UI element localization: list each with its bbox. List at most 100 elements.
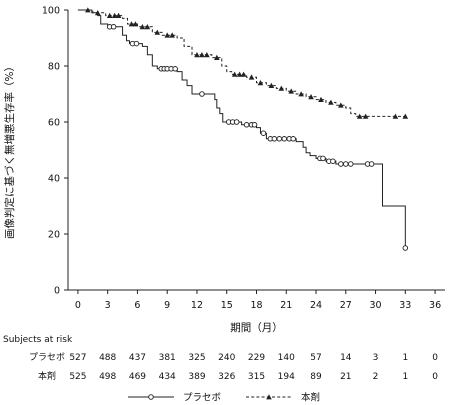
censor-triangle-marker [248,74,255,80]
y-tick-label: 0 [54,286,60,297]
x-axis-label: 期間（月） [230,322,283,334]
y-tick-label: 60 [48,118,60,129]
risk-value: 3 [373,353,379,363]
risk-value: 2 [373,372,379,382]
risk-row: プラセボ 527 488 437 381 325 240 229 140 57 14 3 1 0 [29,352,438,363]
censor-triangle-marker [169,32,175,38]
x-tick-label: 30 [370,300,382,311]
censor-triangle-marker [328,99,334,105]
censor-triangle-marker [111,12,118,18]
censor-triangle-marker [204,52,210,58]
censor-circle-marker [276,136,283,142]
censor-circle-marker [330,158,336,164]
censor-circle-marker [290,136,296,142]
censor-triangle-marker [231,71,238,77]
x-tick-label: 3 [105,300,111,311]
censor-triangle-marker [278,85,285,91]
censor-circle-marker [368,161,375,167]
censor-triangle-marker [214,54,220,60]
censor-triangle-marker [240,71,247,77]
risk-value: 498 [99,372,116,382]
censor-triangle-marker [257,80,264,86]
x-tick-label: 12 [191,300,203,311]
risk-value: 381 [159,353,176,363]
censor-circle-marker [320,155,326,162]
risk-value: 0 [432,372,438,382]
risk-value: 0 [432,353,438,363]
x-tick-label: 9 [164,300,170,311]
x-tick-label: 15 [221,300,233,311]
censor-triangle-marker [266,394,272,400]
censor-circle-marker [110,24,117,30]
censor-circle-marker [281,136,288,142]
censor-triangle-marker [308,94,314,100]
risk-value: 527 [69,353,86,363]
risk-value: 21 [340,372,351,382]
censor-triangle-marker [356,113,363,119]
risk-value: 1 [402,353,408,363]
censor-triangle-marker [128,21,135,27]
risk-value: 469 [129,372,146,382]
x-tick-label: 0 [75,300,81,311]
censor-triangle-marker [236,71,243,77]
risk-table-header: Subjects at risk [3,335,73,345]
series-2 [77,7,409,119]
y-axis-label: 画像判定に基づく無増悪生存率（%） [3,61,16,239]
censor-triangle-marker [164,32,171,38]
censor-triangle-marker [106,12,113,18]
y-tick-label: 100 [42,6,60,17]
legend-label: プラセボ [183,393,222,404]
y-tick-label: 80 [48,62,60,73]
risk-value: 1 [402,372,408,382]
censor-circle-marker [271,136,278,142]
censor-circle-marker [343,161,349,167]
risk-value: 89 [310,372,322,382]
censor-circle-marker [199,91,205,97]
censor-circle-marker [172,66,178,72]
censor-triangle-marker [85,7,91,13]
risk-value: 315 [248,372,265,382]
risk-value: 326 [218,372,235,382]
censor-triangle-marker [94,10,101,16]
risk-value: 57 [310,353,321,363]
risk-row-label: プラセボ [29,352,65,363]
legend: プラセボ 本剤 [128,392,320,404]
censor-triangle-marker [288,88,295,94]
censor-circle-marker [402,245,409,251]
survival-curve [77,9,406,248]
plot-area [77,7,409,251]
risk-value: 140 [278,353,295,363]
risk-value: 194 [278,372,295,382]
legend-item: プラセボ [128,393,222,404]
risk-value: 389 [188,372,205,382]
censor-triangle-marker [318,96,324,102]
risk-value: 437 [129,353,146,363]
censor-circle-marker [133,40,140,47]
censor-triangle-marker [139,24,146,30]
censor-triangle-marker [154,29,161,35]
legend-label: 本剤 [301,392,320,404]
censor-circle-marker [233,119,240,125]
x-tick-label: 18 [250,300,262,311]
risk-value: 14 [340,353,352,363]
x-tick-label: 27 [340,300,352,311]
risk-value: 229 [248,353,265,363]
censor-triangle-marker [402,113,409,119]
risk-value: 434 [159,372,176,382]
censor-circle-marker [148,394,154,400]
censor-triangle-marker [268,82,275,88]
censor-triangle-marker [199,52,205,58]
risk-value: 488 [99,353,116,363]
censor-circle-marker [260,130,267,136]
censor-triangle-marker [298,91,304,97]
censor-circle-marker [243,122,250,128]
x-tick-label: 33 [399,300,411,311]
censor-triangle-marker [132,21,139,27]
censor-circle-marker [251,122,258,128]
risk-table: プラセボ 527 488 437 381 325 240 229 140 57 14 3 1 0 本剤 525… [29,352,438,382]
risk-value: 240 [218,353,235,363]
legend-item: 本剤 [246,392,320,404]
censor-triangle-marker [194,52,200,58]
censor-triangle-marker [115,12,122,18]
